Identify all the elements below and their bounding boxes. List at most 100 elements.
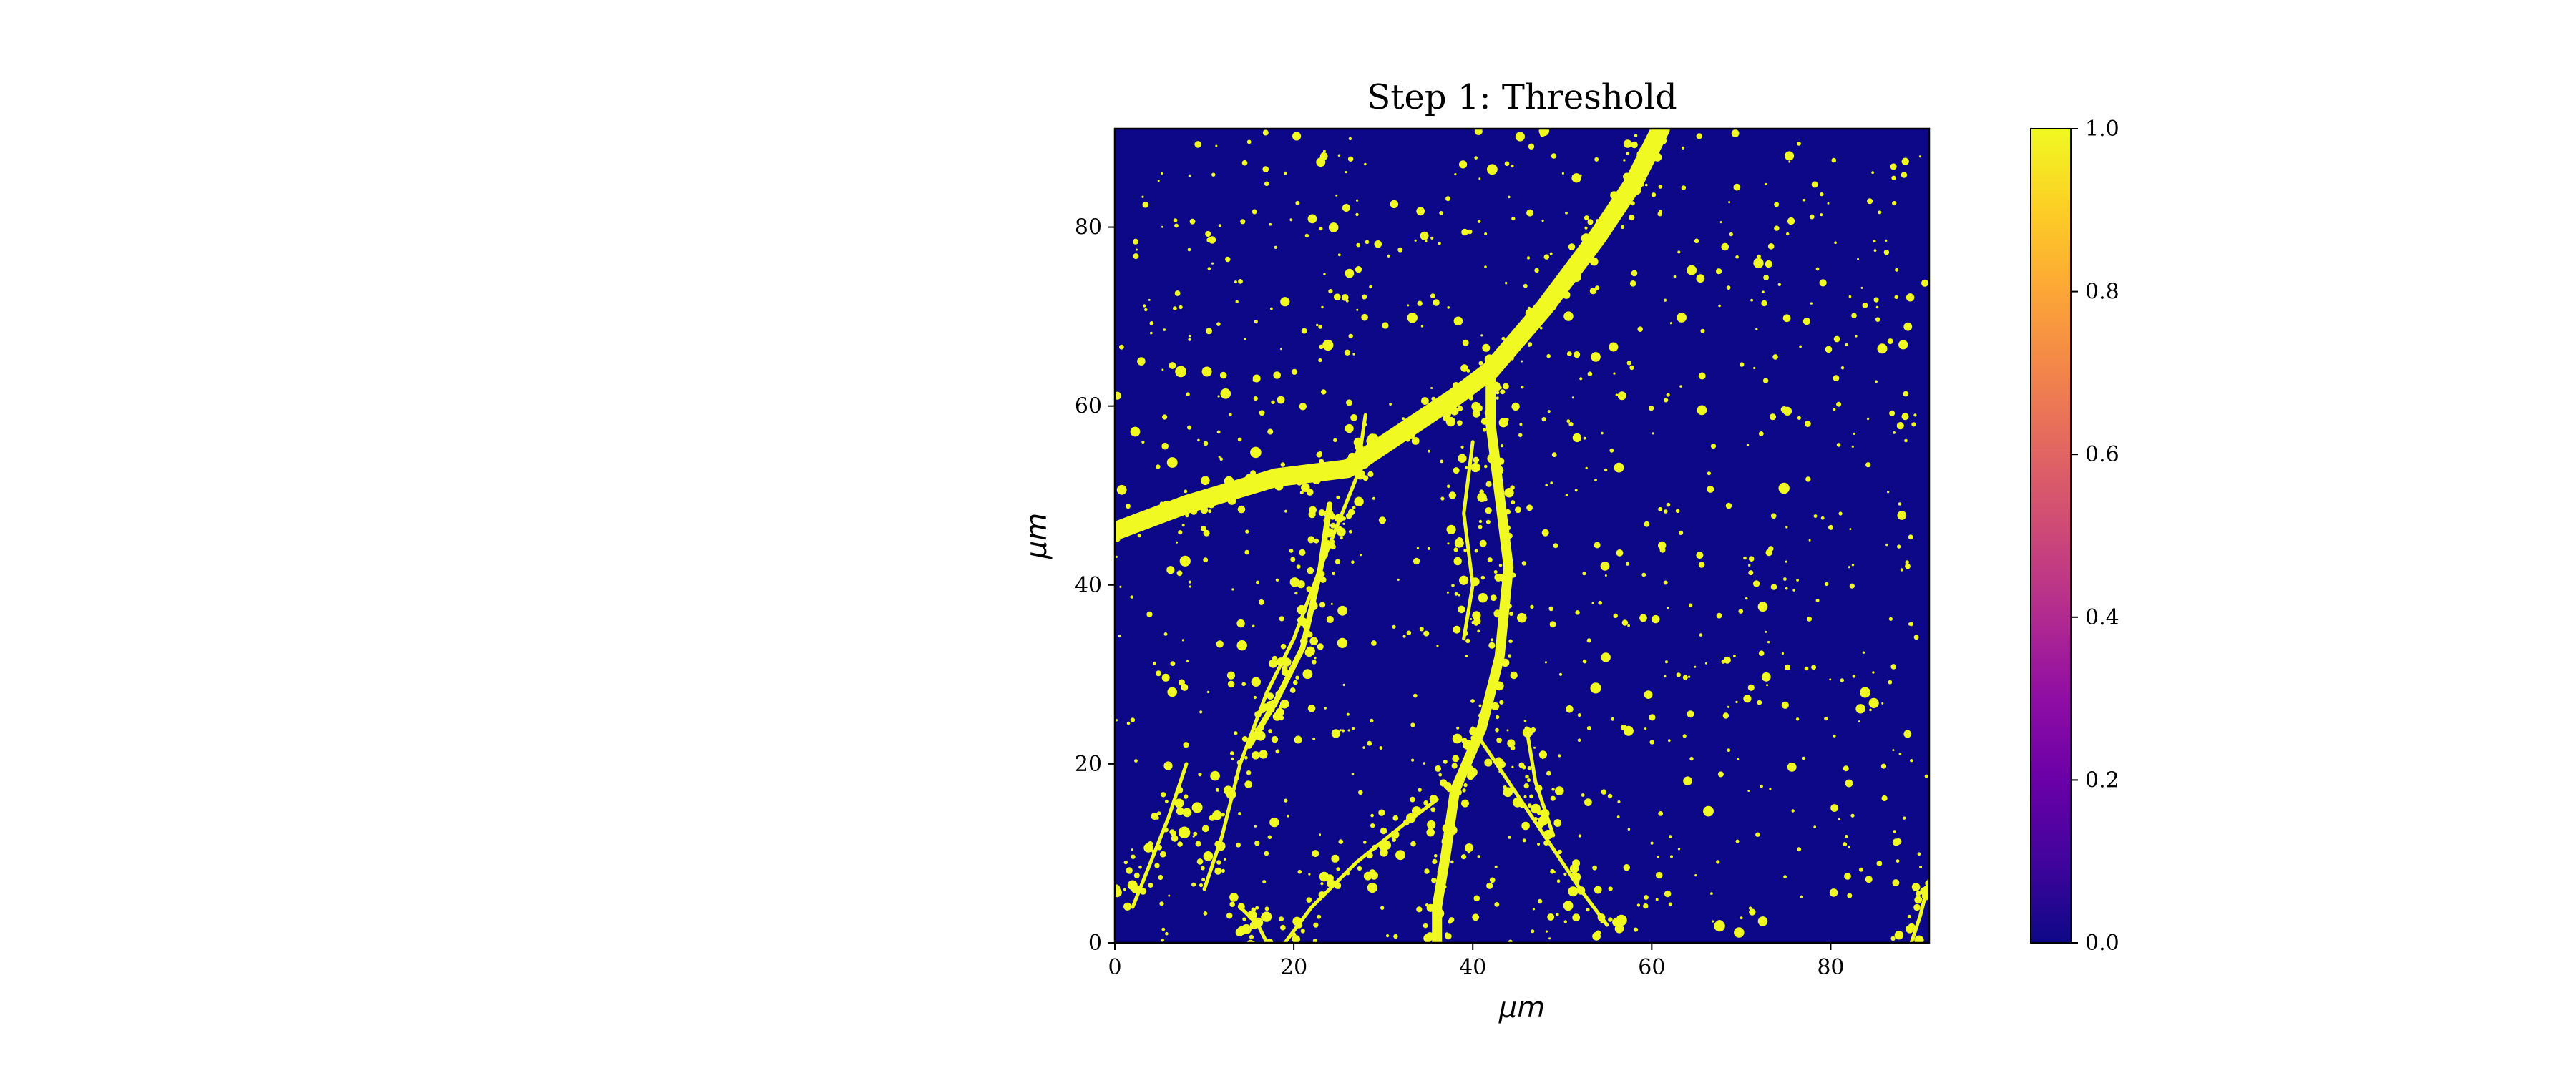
punctum	[1484, 409, 1492, 416]
punctum	[1767, 243, 1775, 250]
punctum	[1327, 542, 1334, 549]
punctum	[1324, 707, 1327, 710]
punctum	[1301, 328, 1307, 334]
punctum	[1412, 806, 1422, 816]
punctum	[1173, 306, 1177, 310]
punctum	[1807, 616, 1813, 622]
punctum	[1687, 710, 1694, 718]
punctum	[1887, 338, 1893, 345]
punctum	[1601, 789, 1607, 795]
punctum	[1453, 382, 1460, 389]
punctum	[1292, 132, 1302, 141]
punctum	[1515, 132, 1525, 142]
punctum	[1188, 503, 1192, 506]
punctum	[1906, 293, 1915, 302]
punctum	[1159, 901, 1164, 906]
punctum	[1340, 536, 1343, 540]
punctum	[1576, 886, 1586, 895]
punctum	[1595, 242, 1598, 244]
punctum	[1913, 413, 1917, 417]
punctum	[1687, 265, 1697, 275]
punctum	[1294, 735, 1302, 744]
y-tick-label: 40	[1075, 573, 1102, 598]
punctum	[1688, 675, 1691, 678]
punctum	[1566, 351, 1572, 356]
punctum	[1595, 285, 1600, 290]
punctum	[1537, 843, 1541, 846]
punctum	[1551, 452, 1557, 457]
punctum	[1274, 245, 1278, 249]
punctum	[1269, 659, 1278, 668]
punctum	[1244, 780, 1252, 788]
punctum	[1500, 389, 1506, 395]
punctum	[1783, 577, 1787, 581]
punctum	[1629, 280, 1636, 287]
punctum	[1478, 593, 1488, 603]
punctum	[1355, 469, 1365, 480]
punctum	[1171, 835, 1179, 842]
punctum	[1494, 902, 1500, 907]
punctum	[1921, 279, 1928, 287]
punctum	[1126, 867, 1133, 874]
punctum	[1299, 949, 1306, 955]
punctum	[1698, 562, 1705, 568]
punctum	[1342, 522, 1345, 525]
punctum	[1541, 417, 1546, 422]
punctum	[1722, 712, 1729, 719]
punctum	[1203, 557, 1209, 563]
punctum	[1477, 629, 1480, 633]
punctum	[1767, 640, 1770, 644]
punctum	[1282, 665, 1288, 671]
punctum	[1430, 293, 1435, 299]
punctum	[1430, 236, 1434, 240]
chart-title: Step 1: Threshold	[1367, 77, 1677, 117]
punctum	[1165, 800, 1169, 803]
punctum	[1161, 938, 1164, 942]
punctum	[1539, 326, 1543, 330]
punctum	[1890, 664, 1896, 670]
punctum	[1703, 805, 1714, 817]
punctum	[1345, 268, 1355, 278]
punctum	[1461, 799, 1469, 808]
punctum	[1410, 796, 1415, 803]
punctum	[1306, 586, 1312, 592]
punctum	[1669, 855, 1674, 858]
punctum	[1231, 757, 1234, 760]
punctum	[1505, 525, 1511, 531]
punctum	[1769, 788, 1772, 790]
punctum	[1483, 710, 1489, 716]
fine-process	[1462, 440, 1475, 641]
punctum	[1505, 281, 1508, 285]
punctum	[1463, 630, 1468, 636]
punctum	[1403, 819, 1410, 826]
punctum	[1594, 479, 1597, 481]
punctum	[1509, 612, 1513, 616]
punctum	[1930, 888, 1938, 896]
punctum	[1216, 640, 1224, 648]
punctum	[1802, 198, 1806, 202]
punctum	[1456, 536, 1463, 544]
punctum	[1873, 297, 1879, 303]
punctum	[1748, 556, 1755, 562]
punctum	[1321, 305, 1324, 309]
punctum	[1397, 578, 1400, 582]
punctum	[1510, 671, 1518, 680]
punctum	[1341, 294, 1349, 301]
punctum	[1908, 534, 1913, 540]
punctum	[1254, 710, 1262, 718]
punctum	[1337, 637, 1347, 649]
punctum	[1451, 584, 1455, 587]
punctum	[1566, 705, 1574, 713]
punctum	[1173, 218, 1178, 222]
punctum	[1655, 871, 1663, 879]
punctum	[1623, 139, 1632, 148]
punctum	[1445, 403, 1451, 410]
punctum	[1527, 803, 1532, 808]
punctum	[1689, 603, 1693, 607]
punctum	[1411, 758, 1415, 762]
punctum	[1141, 195, 1144, 198]
punctum	[1845, 343, 1848, 347]
punctum	[1518, 433, 1523, 438]
punctum	[1543, 254, 1549, 260]
punctum	[1309, 601, 1318, 611]
